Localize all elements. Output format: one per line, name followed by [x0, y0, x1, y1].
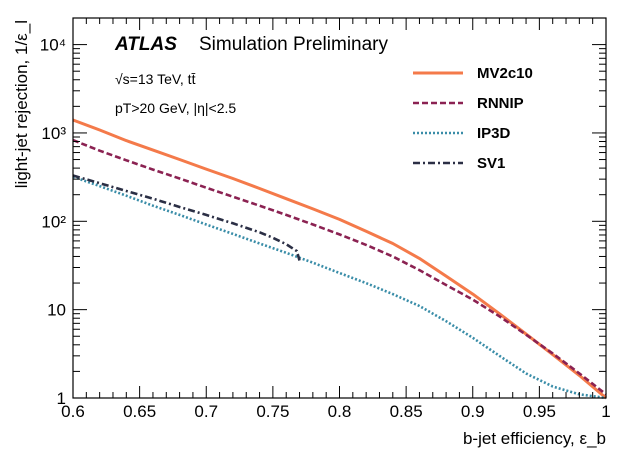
x-tick-label: 0.6	[61, 402, 85, 421]
y-tick-label: 10⁴	[40, 36, 66, 55]
y-tick-label: 10²	[41, 212, 66, 231]
y-tick-label: 1	[57, 389, 66, 408]
legend-label-mv2c10: MV2c10	[477, 65, 533, 82]
x-tick-label: 0.8	[328, 402, 352, 421]
legend-label-ip3d: IP3D	[477, 125, 511, 142]
y-tick-label: 10	[47, 301, 66, 320]
x-tick-label: 0.65	[123, 402, 156, 421]
legend: MV2c10 RNNIP IP3D SV1	[413, 65, 533, 172]
atlas-label: ATLAS	[114, 34, 177, 55]
annotation-energy: √s=13 TeV, tt̄	[115, 71, 196, 87]
x-tick-label: 0.95	[523, 402, 556, 421]
x-tick-label: 0.75	[256, 402, 289, 421]
x-tick-label: 0.9	[461, 402, 485, 421]
atlas-sublabel: Simulation Preliminary	[199, 34, 389, 55]
annotation-cuts: pT>20 GeV, |η|<2.5	[115, 100, 236, 116]
axis-ticks: 0.6 0.65 0.7 0.75 0.8 0.85 0.9 0.95 1 1 10 10² 10³ 10…	[40, 17, 611, 421]
y-axis-label: light-jet rejection, 1/ε_l	[12, 20, 31, 188]
x-tick-label: 0.85	[390, 402, 423, 421]
y-tick-label: 10³	[41, 124, 66, 143]
series-line-ip3d	[72, 175, 607, 400]
curves-layer	[72, 118, 607, 400]
legend-label-sv1: SV1	[477, 155, 505, 172]
x-tick-label: 0.7	[194, 402, 218, 421]
x-tick-label: 1	[601, 402, 610, 421]
legend-label-rnnip: RNNIP	[477, 95, 524, 112]
series-line-sv1	[72, 174, 301, 261]
series-line-mv2c10	[72, 118, 607, 400]
x-axis-label: b-jet efficiency, ε_b	[463, 429, 606, 448]
series-line-rnnip	[72, 138, 607, 396]
